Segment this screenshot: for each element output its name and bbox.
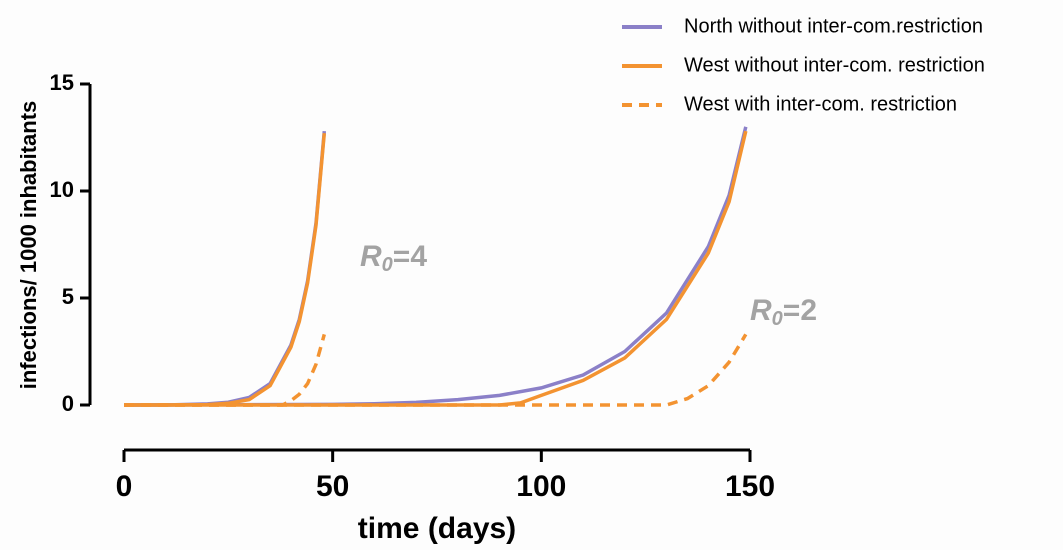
x-axis-label: time (days) (358, 512, 516, 545)
y-tick-label: 0 (62, 391, 74, 416)
series-line (124, 130, 748, 407)
annotation-base: R (360, 240, 382, 273)
legend-label: West without inter-com. restriction (684, 54, 985, 76)
legend-label: West with inter-com. restriction (684, 93, 957, 115)
x-tick-label: 100 (516, 470, 566, 503)
annotation-base: R (750, 294, 772, 327)
series-line (123, 126, 748, 407)
series-line (124, 130, 327, 407)
x-tick-label: 50 (316, 470, 349, 503)
x-tick-label: 0 (116, 470, 133, 503)
y-tick-label: 10 (50, 177, 74, 202)
annotation: R0=4 (360, 240, 427, 276)
annotation-subscript: 0 (772, 308, 783, 330)
y-tick-label: 15 (50, 70, 74, 95)
series-line (124, 133, 327, 407)
x-tick-label: 150 (725, 470, 775, 503)
y-axis-label: infections/ 1000 inhabitants (16, 101, 41, 390)
y-tick-label: 5 (62, 284, 74, 309)
annotation-rest: =2 (783, 294, 817, 327)
legend-label: North without inter-com.restriction (684, 15, 983, 37)
annotation: R0=2 (750, 294, 817, 330)
annotation-rest: =4 (393, 240, 428, 273)
annotation-subscript: 0 (382, 254, 393, 276)
series-line (124, 333, 326, 407)
series-line (124, 333, 748, 407)
